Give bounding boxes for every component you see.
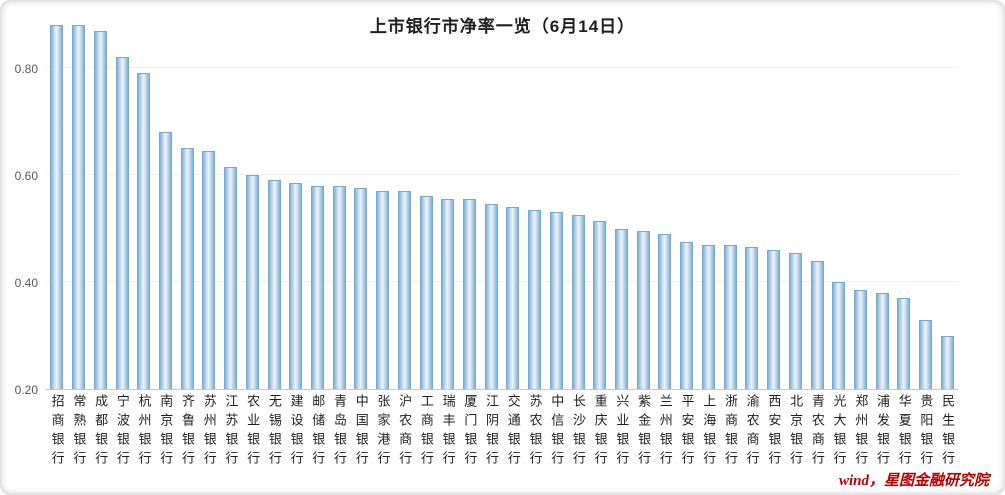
bar bbox=[93, 30, 107, 389]
x-axis-label: 宁波银行 bbox=[114, 394, 130, 470]
x-axis-label: 重庆银行 bbox=[592, 394, 608, 470]
x-axis-label: 江苏银行 bbox=[223, 394, 239, 470]
y-axis-tick-label: 0.40 bbox=[14, 276, 38, 290]
x-axis-label: 渝农商行 bbox=[744, 394, 760, 470]
x-axis-label: 民生银行 bbox=[940, 394, 956, 470]
x-axis-label: 北京银行 bbox=[788, 394, 804, 470]
x-axis-label: 中信银行 bbox=[549, 394, 565, 470]
x-axis-label: 浙商银行 bbox=[722, 394, 738, 470]
x-axis-label: 兰州银行 bbox=[657, 394, 673, 470]
bar bbox=[506, 207, 520, 389]
bar bbox=[397, 191, 411, 389]
x-axis-label: 苏农银行 bbox=[527, 394, 543, 470]
bar bbox=[484, 204, 498, 389]
x-axis-label: 浦发银行 bbox=[874, 394, 890, 470]
gridline bbox=[46, 174, 958, 175]
y-axis-tick-label: 0.60 bbox=[14, 169, 38, 183]
bar bbox=[310, 185, 324, 389]
plot-area bbox=[46, 22, 958, 390]
x-axis-label: 杭州银行 bbox=[136, 394, 152, 470]
x-axis-label: 郑州银行 bbox=[853, 394, 869, 470]
bar bbox=[158, 132, 172, 389]
bar bbox=[137, 73, 151, 389]
x-axis-label: 青岛银行 bbox=[332, 394, 348, 470]
bar bbox=[571, 215, 585, 389]
gridline bbox=[46, 281, 958, 282]
x-axis-label: 齐鲁银行 bbox=[179, 394, 195, 470]
x-axis-label: 建设银行 bbox=[288, 394, 304, 470]
x-axis-label: 江阴银行 bbox=[484, 394, 500, 470]
x-axis-label: 邮储银行 bbox=[310, 394, 326, 470]
x-axis-label: 厦门银行 bbox=[462, 394, 478, 470]
bar bbox=[528, 209, 542, 389]
x-axis-labels: 招商银行 常熟银行 成都银行 宁波银行 杭州银行 南京银行 齐鲁银行 苏州银行 江苏银行 农业银行… bbox=[46, 394, 958, 470]
bar bbox=[940, 335, 954, 389]
bar bbox=[202, 150, 216, 389]
bar bbox=[875, 292, 889, 389]
bar bbox=[224, 167, 238, 389]
bar bbox=[50, 25, 64, 389]
y-axis-tick-label: 0.20 bbox=[14, 383, 38, 397]
bar bbox=[115, 57, 129, 389]
x-axis-label: 兴业银行 bbox=[614, 394, 630, 470]
bar bbox=[289, 183, 303, 389]
x-axis-label: 中国银行 bbox=[353, 394, 369, 470]
chart-title: 上市银行市净率一览（6月14日） bbox=[369, 17, 636, 36]
x-axis-label: 青农商行 bbox=[809, 394, 825, 470]
bar bbox=[832, 282, 846, 389]
bar bbox=[245, 175, 259, 389]
bar bbox=[680, 241, 694, 389]
x-axis-label: 瑞丰银行 bbox=[440, 394, 456, 470]
bar bbox=[615, 228, 629, 389]
bar bbox=[723, 244, 737, 389]
bar bbox=[419, 196, 433, 389]
x-axis-label: 长沙银行 bbox=[570, 394, 586, 470]
x-axis-label: 紫金银行 bbox=[636, 394, 652, 470]
x-axis-label: 平安银行 bbox=[679, 394, 695, 470]
bar bbox=[636, 231, 650, 389]
bar bbox=[463, 199, 477, 389]
bar bbox=[810, 260, 824, 389]
bar bbox=[897, 298, 911, 389]
bar bbox=[180, 148, 194, 389]
x-axis-label: 常熟银行 bbox=[71, 394, 87, 470]
x-axis-label: 农业银行 bbox=[245, 394, 261, 470]
gridline bbox=[46, 67, 958, 68]
bar bbox=[701, 244, 715, 389]
y-axis-tick-label: 0.80 bbox=[14, 62, 38, 76]
x-axis-label: 光大银行 bbox=[831, 394, 847, 470]
watermark: wind，星图金融研究院 bbox=[838, 473, 989, 489]
bar bbox=[853, 290, 867, 389]
x-axis-label: 交通银行 bbox=[505, 394, 521, 470]
bar bbox=[658, 233, 672, 389]
bar bbox=[354, 188, 368, 389]
x-axis-label: 贵阳银行 bbox=[918, 394, 934, 470]
x-axis-label: 苏州银行 bbox=[201, 394, 217, 470]
x-axis-label: 华夏银行 bbox=[896, 394, 912, 470]
bar bbox=[593, 220, 607, 389]
x-axis-label: 上海银行 bbox=[701, 394, 717, 470]
x-axis-label: 成都银行 bbox=[93, 394, 109, 470]
x-axis-label: 张家港行 bbox=[375, 394, 391, 470]
bar bbox=[767, 249, 781, 389]
bar bbox=[267, 180, 281, 389]
bar bbox=[745, 247, 759, 389]
bar bbox=[788, 252, 802, 389]
x-axis-label: 沪农商行 bbox=[397, 394, 413, 470]
bar bbox=[332, 185, 346, 389]
x-axis-label: 招商银行 bbox=[49, 394, 65, 470]
y-axis: 0.20 0.40 0.60 0.80 bbox=[0, 0, 42, 495]
bar bbox=[441, 199, 455, 389]
x-axis-label: 西安银行 bbox=[766, 394, 782, 470]
bar bbox=[919, 319, 933, 389]
bar bbox=[376, 191, 390, 389]
x-axis-label: 无锡银行 bbox=[266, 394, 282, 470]
bar bbox=[72, 25, 86, 389]
x-axis-label: 工商银行 bbox=[418, 394, 434, 470]
bar bbox=[549, 212, 563, 389]
x-axis-label: 南京银行 bbox=[158, 394, 174, 470]
